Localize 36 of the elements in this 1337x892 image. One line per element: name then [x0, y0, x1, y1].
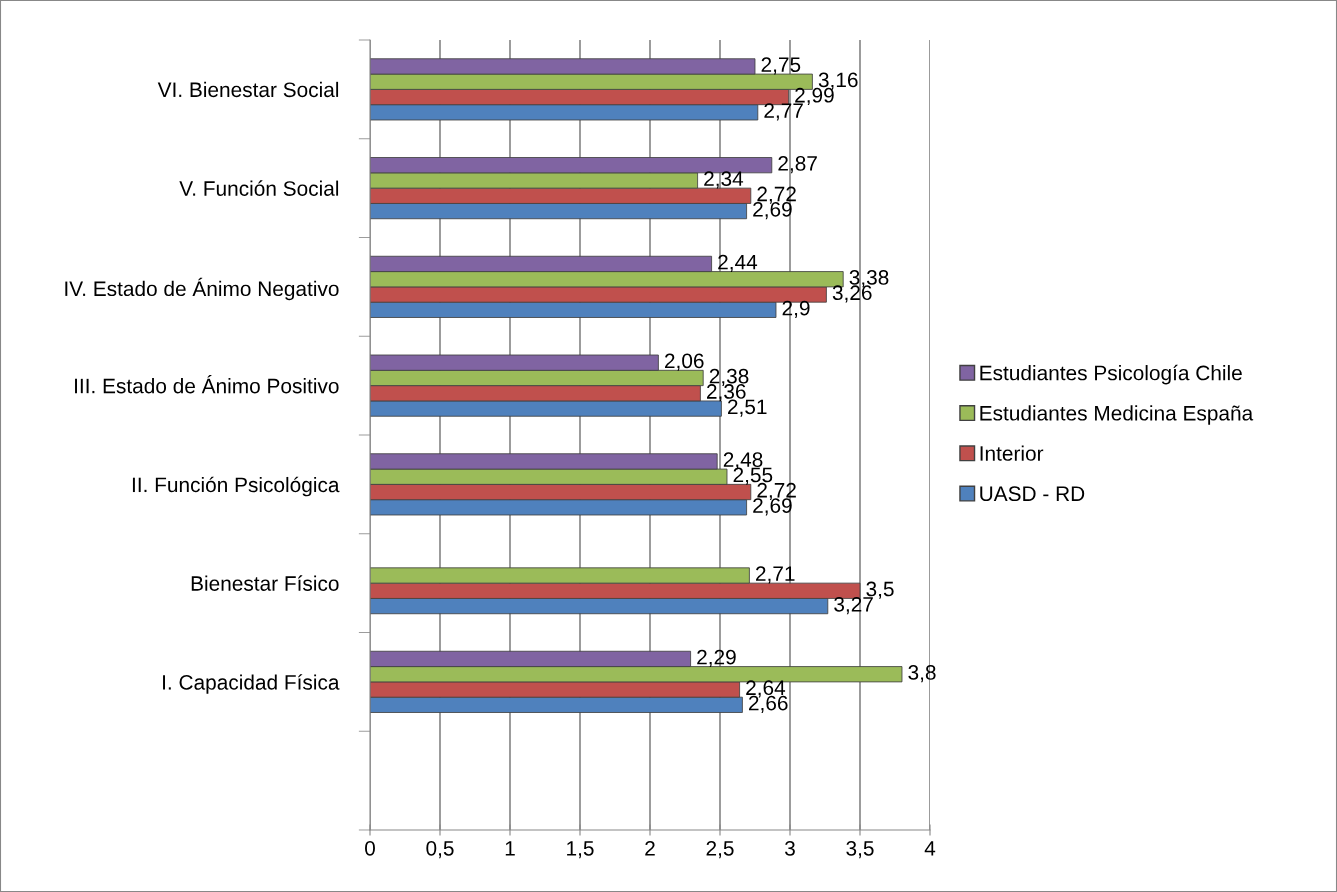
- data-label: 2,75: [761, 57, 801, 75]
- y-tick-label: I. Capacidad Física: [163, 674, 340, 694]
- y-tick-label: III. Estado de Ánimo Positivo: [75, 375, 339, 394]
- x-tick-label: 2,5: [706, 840, 734, 859]
- data-label: 2,44: [718, 254, 758, 272]
- y-tick-label: V. Función Social: [179, 180, 339, 196]
- legend-label: Estudiantes Psicología Chile: [980, 364, 1242, 385]
- legend-label: UASD - RD: [980, 486, 1085, 502]
- y-tick-label: Bienestar Físico: [191, 575, 339, 591]
- data-label: 2,87: [778, 156, 817, 174]
- data-label: 2,71: [756, 566, 795, 584]
- legend-label: Interior: [980, 445, 1044, 461]
- data-label: 3,8: [908, 665, 936, 683]
- x-tick-label: 1: [505, 841, 515, 856]
- data-label: 2,06: [665, 353, 704, 371]
- y-tick-label: VI. Bienestar Social: [157, 81, 339, 98]
- x-tick-label: 0,5: [426, 840, 454, 859]
- x-tick-label: 4: [924, 841, 936, 856]
- x-tick-label: 0: [365, 840, 375, 856]
- legend-label: Estudiantes Medicina España: [980, 405, 1254, 425]
- data-label: 2,29: [697, 649, 736, 667]
- y-tick-label: II. Función Psicológica: [132, 476, 340, 497]
- data-label: 3,27: [834, 596, 873, 615]
- x-tick-label: 3,5: [846, 840, 874, 859]
- x-tick-label: 1,5: [567, 841, 594, 859]
- data-label: 2,69: [753, 498, 792, 516]
- data-label: 2,34: [704, 171, 744, 189]
- x-tick-label: 2: [645, 840, 655, 856]
- x-tick-label: 3: [785, 840, 795, 856]
- y-tick-label: IV. Estado de Ánimo Negativo: [65, 277, 339, 301]
- data-label: 2,72: [757, 186, 796, 204]
- data-label: 3,5: [866, 581, 894, 599]
- data-label: 2,69: [753, 201, 792, 220]
- data-label: 2,9: [782, 300, 810, 318]
- data-label: 2,77: [764, 103, 803, 121]
- data-label: 2,38: [709, 368, 749, 387]
